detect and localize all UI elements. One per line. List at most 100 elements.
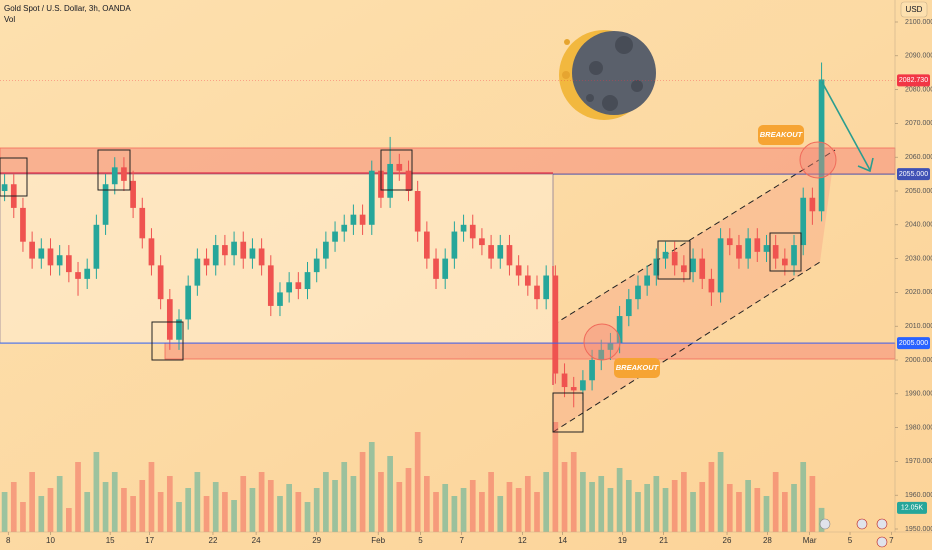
volume-bar xyxy=(295,492,302,532)
volume-bar xyxy=(66,508,72,532)
volume-bar xyxy=(690,492,696,532)
volume-bar xyxy=(47,488,54,532)
candle-body xyxy=(47,248,54,266)
price-label-box xyxy=(897,337,930,350)
event-icon xyxy=(819,518,831,530)
volume-bar xyxy=(166,476,173,532)
resistance-zone xyxy=(0,147,896,175)
volume-bar xyxy=(396,482,403,532)
volume-bar xyxy=(286,484,292,532)
candle-body xyxy=(460,224,467,232)
volume-bar xyxy=(736,492,742,532)
x-tick-label: 21 xyxy=(659,536,668,545)
candle-body xyxy=(607,343,614,350)
volume-bar xyxy=(414,432,421,532)
crater xyxy=(615,36,633,54)
crater xyxy=(586,94,594,102)
volume-bar xyxy=(469,480,476,532)
volume-bar xyxy=(635,492,641,532)
candle-body xyxy=(38,248,45,259)
y-tick-label: 2050.000 xyxy=(905,188,932,195)
volume-bar xyxy=(754,488,761,532)
volume-bar xyxy=(671,480,678,532)
volume-bar xyxy=(222,492,228,532)
candle-body xyxy=(185,285,192,320)
candle-body xyxy=(350,214,357,225)
arrow-line xyxy=(821,81,871,171)
volume-bar xyxy=(800,462,807,532)
volume-bar xyxy=(313,488,320,532)
volume-bar xyxy=(460,488,467,532)
volume-bar xyxy=(699,482,706,532)
candle-body xyxy=(580,380,586,391)
x-tick-label: 7 xyxy=(460,536,465,545)
candle-body xyxy=(653,258,660,276)
x-tick-label: 28 xyxy=(763,536,772,545)
volume-bar xyxy=(479,492,485,532)
volume-bar xyxy=(176,502,182,532)
volume-bar xyxy=(598,476,605,532)
candle-body xyxy=(782,258,788,266)
moon-body xyxy=(572,31,656,115)
candle-body xyxy=(148,238,155,266)
x-tick-label: 5 xyxy=(848,536,853,545)
volume-bar xyxy=(782,492,788,532)
y-tick-label: 2090.000 xyxy=(905,53,932,60)
candle-body xyxy=(625,299,632,317)
support-zone xyxy=(164,342,896,360)
candle-body xyxy=(295,282,302,290)
candle-body xyxy=(20,207,26,242)
volume-bar xyxy=(543,472,550,532)
y-tick-label: 2000.000 xyxy=(905,357,932,364)
chart-title: Gold Spot / U.S. Dollar, 3h, OANDA xyxy=(4,4,131,13)
x-tick-label: 22 xyxy=(209,536,218,545)
x-tick-label: 7 xyxy=(889,536,894,545)
candle-body xyxy=(791,245,797,266)
volume-bar xyxy=(708,462,715,532)
candle-body xyxy=(387,163,393,198)
candle-body xyxy=(506,245,513,266)
volume-bar xyxy=(387,456,393,532)
volume-bar xyxy=(726,484,733,532)
volume-bar xyxy=(497,496,504,532)
candle-body xyxy=(488,245,494,259)
y-tick-label: 2080.000 xyxy=(905,86,932,93)
candle-body xyxy=(662,251,669,259)
x-tick-label: 14 xyxy=(558,536,567,545)
volume-indicator: Vol xyxy=(4,15,15,24)
volume-bar xyxy=(258,472,265,532)
x-tick-label: Feb xyxy=(371,536,385,545)
price-label: 2055.000 xyxy=(899,171,928,178)
candle-body xyxy=(772,245,779,259)
volume-bar xyxy=(84,492,91,532)
volume-bar xyxy=(644,484,650,532)
x-tick-label: 15 xyxy=(106,536,115,545)
candle-body xyxy=(332,231,338,242)
candle-body xyxy=(433,258,439,279)
candle-body xyxy=(368,170,375,225)
crater xyxy=(562,71,570,79)
volume-bar xyxy=(148,462,155,532)
x-tick-label: 10 xyxy=(46,536,55,545)
volume-bar xyxy=(267,480,274,532)
crater xyxy=(631,80,643,92)
volume-bar xyxy=(231,500,237,532)
y-tick-label: 1970.000 xyxy=(905,458,932,465)
y-tick-label: 2060.000 xyxy=(905,154,932,161)
flag-icon xyxy=(856,518,868,530)
volume-bar xyxy=(607,488,614,532)
volume-bar xyxy=(433,492,439,532)
candle-body xyxy=(424,231,430,259)
range-box xyxy=(0,173,554,344)
candle-body xyxy=(451,231,458,259)
volume-bar xyxy=(625,480,632,532)
volume-bar xyxy=(424,476,430,532)
candle-body xyxy=(515,265,522,276)
candle-body xyxy=(616,316,623,344)
candle-body xyxy=(818,79,825,212)
candle-body xyxy=(644,275,650,286)
price-label: 2082.730 xyxy=(899,77,928,84)
candle-body xyxy=(286,282,292,293)
volume-bar xyxy=(20,502,26,532)
